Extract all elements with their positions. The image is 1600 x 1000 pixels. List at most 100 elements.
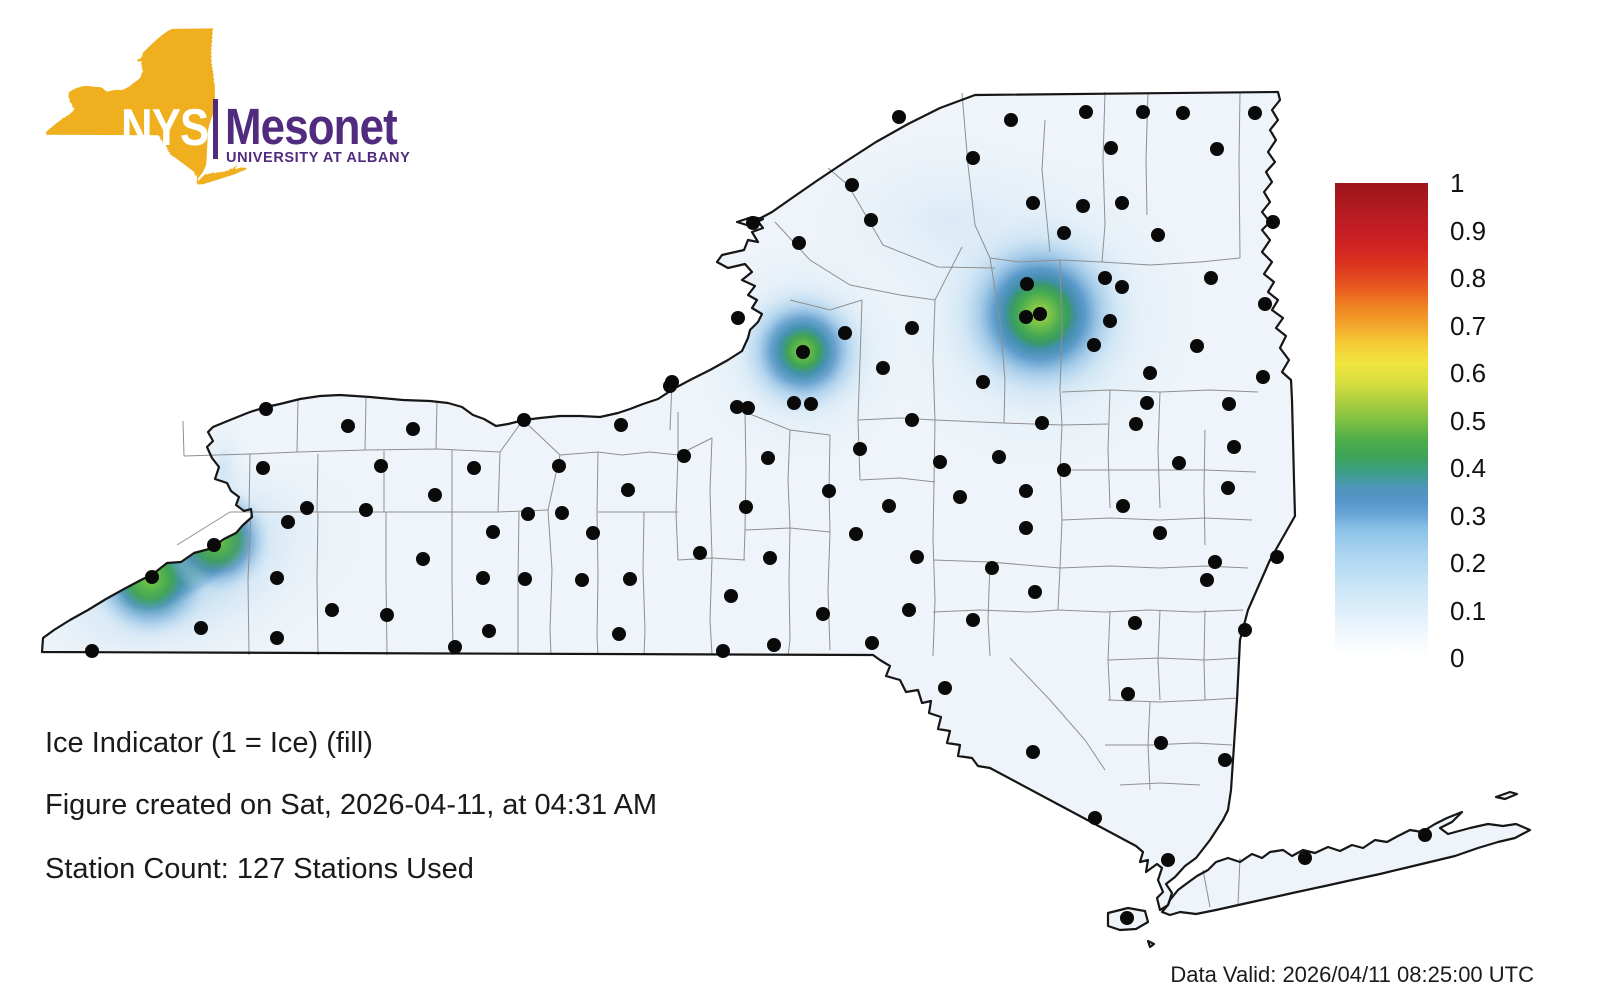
station-dot	[521, 507, 535, 521]
station-dot	[1154, 736, 1168, 750]
station-dot	[1238, 623, 1252, 637]
station-dot	[1019, 521, 1033, 535]
colorbar-tick: 1	[1450, 168, 1465, 198]
station-dot	[1004, 113, 1018, 127]
county-lines	[176, 91, 1259, 908]
station-dot	[1121, 687, 1135, 701]
station-dot	[416, 552, 430, 566]
station-dot	[905, 413, 919, 427]
station-dot	[1200, 573, 1214, 587]
station-dot	[853, 442, 867, 456]
station-dot	[1143, 366, 1157, 380]
station-count-label: Station Count: 127 Stations Used	[45, 853, 474, 885]
station-dot	[270, 571, 284, 585]
station-dot	[876, 361, 890, 375]
station-dot	[1035, 416, 1049, 430]
station-dot	[1087, 338, 1101, 352]
station-dot	[1298, 851, 1312, 865]
station-dot	[1136, 105, 1150, 119]
station-dot	[976, 375, 990, 389]
station-dot	[741, 401, 755, 415]
logo-ny-state-icon	[46, 28, 247, 185]
colorbar-tick: 0.5	[1450, 405, 1487, 436]
station-dot	[1151, 228, 1165, 242]
station-dot	[586, 526, 600, 540]
station-dot	[194, 621, 208, 635]
station-dot	[1270, 550, 1284, 564]
station-dot	[517, 413, 531, 427]
station-dot	[966, 151, 980, 165]
station-dots	[85, 105, 1432, 925]
station-dot	[716, 644, 730, 658]
station-dot	[1256, 370, 1270, 384]
station-dot	[1208, 555, 1222, 569]
station-dot	[614, 418, 628, 432]
station-dot	[864, 213, 878, 227]
station-dot	[207, 538, 221, 552]
station-dot	[845, 178, 859, 192]
station-dot	[1418, 828, 1432, 842]
station-dot	[1161, 853, 1175, 867]
colorbar-tick: 0.2	[1450, 548, 1487, 578]
station-dot	[1116, 499, 1130, 513]
station-dot	[1172, 456, 1186, 470]
station-dot	[804, 397, 818, 411]
colorbar-tick: 0.6	[1450, 358, 1487, 388]
station-dot	[746, 216, 760, 230]
station-dot	[1176, 106, 1190, 120]
station-dot	[325, 603, 339, 617]
station-dot	[1129, 417, 1143, 431]
station-dot	[1210, 142, 1224, 156]
station-dot	[552, 459, 566, 473]
station-dot	[555, 506, 569, 520]
station-dot	[849, 527, 863, 541]
station-dot	[763, 551, 777, 565]
station-dot	[1020, 277, 1034, 291]
station-dot	[731, 311, 745, 325]
station-dot	[933, 455, 947, 469]
station-dot	[1218, 753, 1232, 767]
variable-label: Ice Indicator (1 = Ice) (fill)	[45, 727, 373, 759]
station-dot	[792, 236, 806, 250]
station-dot	[1140, 396, 1154, 410]
station-dot	[882, 499, 896, 513]
colorbar-tick: 0.8	[1450, 263, 1487, 293]
station-dot	[838, 326, 852, 340]
station-dot	[985, 561, 999, 575]
station-dot	[1221, 481, 1235, 495]
station-dot	[1227, 440, 1241, 454]
station-dot	[816, 607, 830, 621]
station-dot	[1103, 314, 1117, 328]
station-dot	[724, 589, 738, 603]
logo-mesonet-text: Mesonet	[225, 98, 398, 155]
station-dot	[428, 488, 442, 502]
station-dot	[145, 570, 159, 584]
station-dot	[448, 640, 462, 654]
station-dot	[1019, 484, 1033, 498]
station-dot	[1120, 911, 1134, 925]
station-dot	[865, 636, 879, 650]
figure-created-label: Figure created on Sat, 2026-04-11, at 04…	[45, 789, 658, 821]
station-dot	[1248, 106, 1262, 120]
logo-nys-text: NYS	[121, 99, 209, 157]
station-dot	[612, 627, 626, 641]
station-dot	[992, 450, 1006, 464]
data-valid-label: Data Valid: 2026/04/11 08:25:00 UTC	[1170, 962, 1534, 987]
station-dot	[1057, 463, 1071, 477]
station-dot	[730, 400, 744, 414]
station-dot	[1128, 616, 1142, 630]
colorbar-tick: 0	[1450, 643, 1465, 673]
station-dot	[621, 483, 635, 497]
station-dot	[374, 459, 388, 473]
station-dot	[1190, 339, 1204, 353]
station-dot	[476, 571, 490, 585]
station-dot	[1079, 105, 1093, 119]
station-dot	[467, 461, 481, 475]
station-dot	[665, 375, 679, 389]
colorbar-tick: 0.9	[1450, 215, 1487, 246]
station-dot	[796, 345, 810, 359]
station-dot	[1028, 585, 1042, 599]
station-dot	[341, 419, 355, 433]
station-dot	[270, 631, 284, 645]
